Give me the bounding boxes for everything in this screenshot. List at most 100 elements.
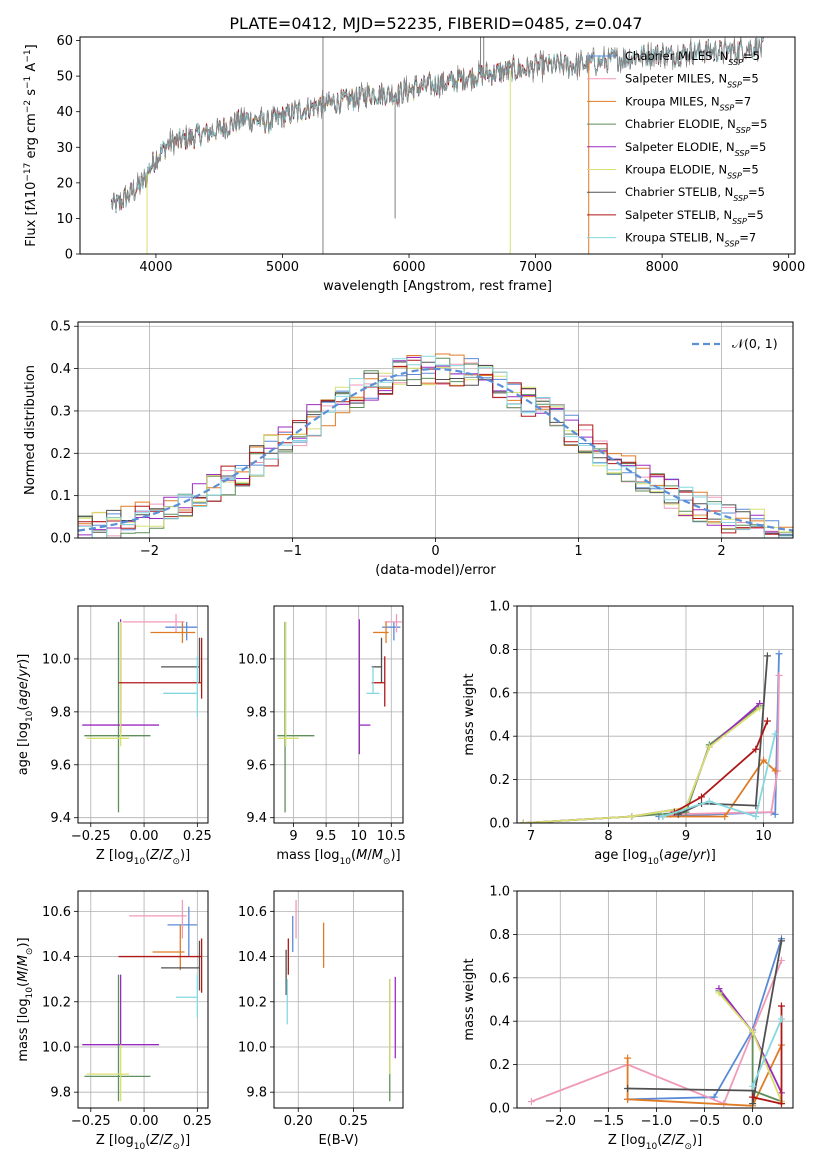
normal-curve [78, 367, 793, 532]
y-tick-label: 10.0 [42, 652, 71, 667]
y-tick-label: 30 [56, 141, 73, 156]
weight-marker [624, 1054, 632, 1062]
x-axis-label: Z [log10(Z/Z⊙)] [608, 1133, 702, 1152]
weight-marker [527, 1097, 535, 1105]
weight-marker [749, 1028, 757, 1036]
x-axis-label: wavelength [Angstrom, rest frame] [323, 279, 552, 294]
errorbar-point [373, 621, 389, 644]
x-axis-label: Z [log10(Z/Z⊙)] [96, 848, 190, 867]
weight-series [673, 720, 769, 813]
y-axis-label: mass weight [462, 958, 477, 1040]
y-tick-label: 0.1 [50, 489, 71, 504]
y-tick-label: 9.8 [50, 1086, 71, 1101]
ebv-mass-plot [285, 900, 396, 1102]
legend-label: Salpeter ELODIE, NSSP=5 [625, 140, 766, 158]
errorbar-point [161, 637, 201, 683]
y-tick-label: 0.0 [489, 817, 510, 832]
y-tick-label: 0.4 [489, 1015, 510, 1030]
weight-series [677, 655, 769, 816]
y-tick-label: 9.6 [246, 758, 267, 773]
normal-legend-label: 𝒩(0, 1) [732, 336, 778, 351]
x-tick-label: 0.25 [339, 1114, 368, 1129]
weight-marker [624, 1095, 632, 1103]
y-tick-label: 0.2 [489, 1058, 510, 1073]
weight-marker [721, 812, 729, 820]
x-tick-label: 2 [717, 544, 725, 559]
y-tick-label: 9.8 [246, 1086, 267, 1101]
x-tick-label: 8000 [646, 260, 679, 275]
weight-marker [777, 1100, 785, 1108]
Z-weight-frame [516, 890, 794, 1109]
weight-marker [519, 819, 527, 823]
y-tick-label: 0.4 [489, 730, 510, 745]
x-tick-label: 1 [574, 544, 582, 559]
errorbar-point [161, 940, 201, 991]
legend-label: Kroupa MILES, NSSP=7 [625, 94, 751, 112]
legend-label: Chabrier STELIB, NSSP=5 [625, 185, 765, 203]
weight-marker [705, 797, 713, 805]
errorbar-point [176, 974, 198, 1018]
x-tick-label: 0.25 [183, 1114, 212, 1129]
model-spectrum [111, 62, 511, 211]
weight-marker [763, 652, 771, 660]
x-tick-label: 0.00 [130, 1114, 159, 1129]
errorbar-point [152, 924, 185, 971]
y-tick-label: 9.6 [50, 758, 71, 773]
weight-marker [749, 1093, 757, 1101]
weight-marker [771, 767, 779, 775]
Z-age-plot [82, 613, 203, 813]
legend-label: Salpeter MILES, NSSP=5 [625, 72, 759, 90]
weight-marker [775, 650, 783, 658]
x-tick-label: −2.0 [544, 1114, 576, 1129]
errorbar-point [150, 621, 196, 644]
x-tick-label: 0 [431, 544, 439, 559]
legend-label: Kroupa STELIB, NSSP=7 [625, 231, 756, 249]
x-tick-label: 7000 [519, 260, 552, 275]
x-tick-label: 9 [682, 829, 690, 844]
Z-weight-axes: −2.0 −1.5 −1.0 −0.5 0.0 0.0 0.2 0.4 0.6 0.8 1.0 Z [… [462, 885, 793, 1152]
weight-series [670, 675, 780, 816]
weight-series [626, 1044, 783, 1107]
y-tick-label: 40 [56, 105, 73, 120]
figure-title: PLATE=0412, MJD=52235, FIBERID=0485, z=0… [229, 14, 642, 33]
x-tick-label: 9.5 [316, 829, 337, 844]
weight-marker [771, 730, 779, 738]
legend-label: Kroupa ELODIE, NSSP=5 [625, 163, 759, 181]
x-tick-label: 10 [350, 829, 367, 844]
weight-marker [777, 956, 785, 964]
errorbar-point [163, 656, 198, 718]
Z-weight-plot [527, 935, 785, 1108]
errorbar-point [277, 621, 315, 813]
Z-mass-plot [82, 900, 203, 1102]
weight-marker [777, 1015, 785, 1023]
y-tick-label: 0.6 [489, 686, 510, 701]
weight-marker [771, 810, 779, 818]
weight-marker [659, 812, 667, 820]
weight-series [751, 1018, 783, 1087]
y-axis-label: age [log10(age/yr)] [16, 654, 35, 776]
errorbar-point [384, 613, 402, 633]
x-tick-label: −0.5 [689, 1114, 721, 1129]
x-tick-label: 0.00 [130, 829, 159, 844]
x-tick-label: 6000 [392, 260, 425, 275]
errorbar-point [86, 1044, 130, 1102]
residuals-plot [78, 353, 793, 538]
weight-marker [624, 1084, 632, 1092]
x-tick-label: −1 [283, 544, 302, 559]
weight-marker [752, 812, 760, 820]
model-spectrum [111, 60, 511, 211]
errorbar-point [277, 621, 299, 747]
weight-marker [752, 745, 760, 753]
spectrum-axes: 4000 5000 6000 7000 8000 9000 0 10 20 30 40 50 60 wav… [23, 34, 805, 294]
y-tick-label: 0.5 [50, 320, 71, 335]
weight-marker [756, 704, 764, 712]
y-axis-label: Flux [fλ10−17 erg cm−2 s−1 A−1] [23, 44, 39, 246]
x-tick-label: 8 [604, 829, 612, 844]
x-tick-label: 0.0 [742, 1114, 763, 1129]
weight-series [627, 938, 783, 1101]
weight-marker [775, 671, 783, 679]
weight-series [718, 990, 782, 1103]
weight-marker [777, 937, 785, 945]
y-tick-label: 10.4 [42, 950, 71, 965]
errorbar-point [129, 900, 187, 939]
